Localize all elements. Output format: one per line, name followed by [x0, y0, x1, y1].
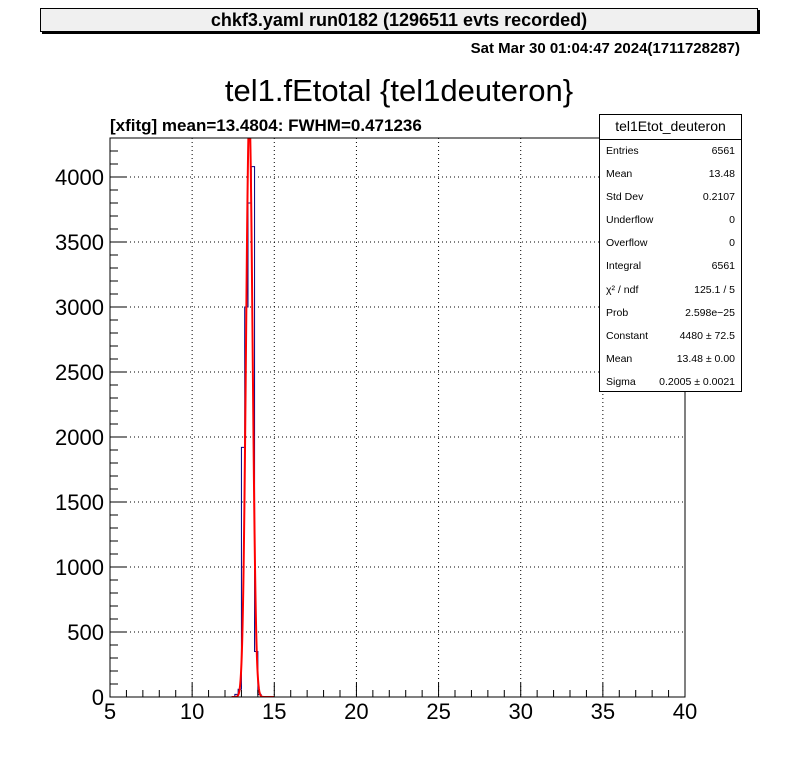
- y-tick-label: 4000: [55, 165, 104, 190]
- gaussian-fit-curve: [231, 138, 275, 697]
- stats-row: Constant 4480 ± 72.5: [600, 325, 741, 348]
- x-tick-label: 25: [426, 699, 450, 724]
- stats-row-value: 0: [729, 237, 735, 250]
- y-tick-label: 2000: [55, 425, 104, 450]
- histogram-outline: [234, 166, 262, 697]
- fit-series: [231, 138, 275, 697]
- stats-row-value: 4480 ± 72.5: [679, 329, 735, 342]
- stats-row: Integral 6561: [600, 255, 741, 278]
- y-tick-label: 0: [92, 685, 104, 710]
- stats-row-label: Integral: [606, 260, 642, 273]
- stats-row-label: Underflow: [606, 214, 654, 227]
- stats-row-value: 0.2005 ± 0.0021: [659, 375, 735, 388]
- stats-row-value: 0: [729, 214, 735, 227]
- stats-row-label: Mean: [606, 352, 633, 365]
- stats-row-label: Overflow: [606, 237, 648, 250]
- stats-row: Underflow 0: [600, 209, 741, 232]
- stats-row-value: 6561: [711, 145, 735, 157]
- stats-rows: Entries 6561 Mean 13.48 Std Dev 0.2107 Underfl…: [600, 140, 741, 394]
- histogram-title: tel1.fEtotal {tel1deuteron}: [224, 73, 574, 108]
- stats-row-label: Prob: [606, 306, 629, 319]
- stats-row-label: Sigma: [606, 375, 636, 388]
- stats-row-value: 6561: [711, 260, 735, 273]
- y-tick-label: 1000: [55, 555, 104, 580]
- stats-row: Mean 13.48: [600, 163, 741, 186]
- histogram-series: [234, 166, 262, 697]
- stats-row: Mean 13.48 ± 0.00: [600, 348, 741, 371]
- stats-row-value: 125.1 / 5: [694, 283, 735, 296]
- axis-ticks: [109, 137, 686, 698]
- stats-row-label: Mean: [606, 168, 633, 181]
- stats-row-value: 13.48: [708, 168, 735, 181]
- stats-row-value: 2.598e−25: [685, 306, 735, 319]
- y-tick-label: 500: [67, 620, 104, 645]
- y-tick-label: 3000: [55, 295, 104, 320]
- x-tick-label: 40: [673, 699, 697, 724]
- stats-name: tel1Etot_deuteron: [600, 115, 741, 140]
- x-tick-label: 15: [262, 699, 286, 724]
- stats-row-label: Std Dev: [606, 191, 644, 204]
- stats-row-value: 13.48 ± 0.00: [676, 352, 735, 365]
- fit-summary: [xfitg] mean=13.4804: FWHM=0.471236: [110, 116, 422, 135]
- stats-row: Prob 2.598e−25: [600, 302, 741, 325]
- stats-row-label: χ² / ndf: [606, 283, 639, 296]
- stats-row-label: Constant: [606, 329, 649, 342]
- stats-row: χ² / ndf 125.1 / 5: [600, 279, 741, 302]
- x-tick-label: 10: [180, 699, 204, 724]
- stats-row: Std Dev 0.2107: [600, 186, 741, 209]
- x-tick-label: 35: [591, 699, 615, 724]
- stats-row-value: 0.2107: [702, 191, 735, 204]
- y-tick-label: 1500: [55, 490, 104, 515]
- x-tick-label: 30: [508, 699, 532, 724]
- x-tick-label: 5: [104, 699, 116, 724]
- stats-row: Entries 6561: [600, 140, 741, 163]
- timestamp: Sat Mar 30 01:04:47 2024(1711728287): [470, 40, 740, 57]
- y-tick-label: 3500: [55, 230, 104, 255]
- plot-frame: [109, 137, 686, 698]
- stats-row: Sigma 0.2005 ± 0.0021: [600, 371, 741, 394]
- x-tick-label: 20: [344, 699, 368, 724]
- y-tick-label: 2500: [55, 360, 104, 385]
- stats-row-label: Entries: [606, 145, 639, 157]
- axis-tick-labels: 5 10 15 20 25 30 35 40 0 500 1000 1500 2000 2500 3000 3…: [55, 165, 697, 724]
- stats-row: Overflow 0: [600, 232, 741, 255]
- run-banner: chkf3.yaml run0182 (1296511 evts recorde…: [40, 8, 758, 32]
- stats-box: tel1Etot_deuteron Entries 6561 Mean 13.48 St…: [599, 114, 742, 392]
